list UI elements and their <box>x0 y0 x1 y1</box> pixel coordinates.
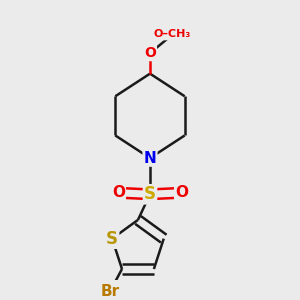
Text: N: N <box>144 151 156 166</box>
Text: S: S <box>144 185 156 203</box>
Text: O–CH₃: O–CH₃ <box>154 29 191 39</box>
Text: Br: Br <box>100 284 119 299</box>
Text: O: O <box>112 185 125 200</box>
Text: O: O <box>144 46 156 60</box>
Text: S: S <box>106 230 118 248</box>
Text: O: O <box>175 185 188 200</box>
